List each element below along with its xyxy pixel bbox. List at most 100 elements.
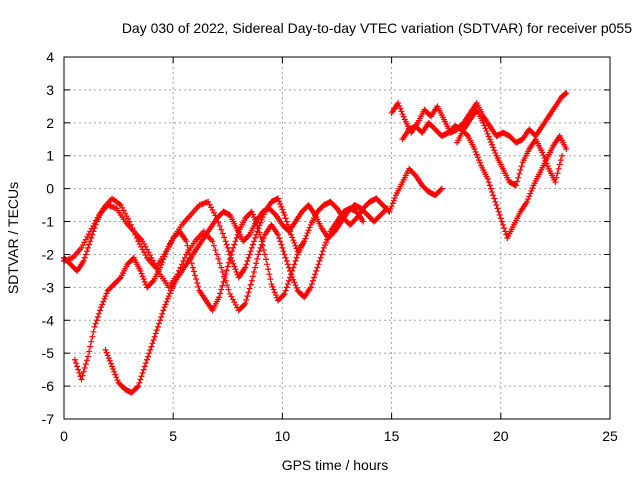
data-point bbox=[106, 357, 113, 364]
data-point bbox=[82, 361, 89, 368]
data-point bbox=[270, 286, 277, 293]
data-point bbox=[527, 190, 534, 197]
data-point bbox=[245, 254, 252, 261]
data-point bbox=[71, 356, 78, 363]
data-point bbox=[539, 149, 546, 156]
x-tick-label: 5 bbox=[169, 428, 177, 444]
data-point bbox=[147, 346, 154, 353]
data-point bbox=[282, 215, 289, 222]
data-point bbox=[222, 271, 229, 278]
data-point bbox=[79, 242, 86, 249]
data-point bbox=[156, 320, 163, 327]
y-tick-label: 2 bbox=[46, 115, 54, 131]
data-point bbox=[137, 267, 144, 274]
data-point bbox=[228, 293, 235, 300]
data-point bbox=[290, 264, 297, 271]
data-point bbox=[287, 274, 294, 281]
data-point bbox=[76, 369, 83, 376]
data-point bbox=[264, 261, 271, 268]
data-point bbox=[249, 211, 256, 218]
data-point bbox=[391, 194, 398, 201]
data-point bbox=[289, 234, 296, 241]
data-point bbox=[244, 258, 251, 265]
series-track-7 bbox=[454, 106, 565, 189]
data-point bbox=[189, 264, 196, 271]
data-point bbox=[138, 270, 145, 277]
data-point bbox=[216, 294, 223, 301]
data-point bbox=[514, 178, 521, 185]
data-point bbox=[255, 225, 262, 232]
data-point bbox=[109, 363, 116, 370]
data-point bbox=[282, 254, 289, 261]
data-point bbox=[492, 149, 499, 156]
data-point bbox=[288, 231, 295, 238]
data-point bbox=[489, 188, 496, 195]
data-point bbox=[277, 200, 284, 207]
data-point bbox=[223, 241, 230, 248]
data-point bbox=[102, 293, 109, 300]
data-point bbox=[282, 287, 289, 294]
data-point bbox=[245, 232, 252, 239]
data-point bbox=[267, 276, 274, 283]
data-point bbox=[87, 238, 94, 245]
data-point bbox=[88, 235, 95, 241]
x-tick-label: 25 bbox=[602, 428, 618, 444]
data-point bbox=[316, 258, 323, 265]
data-point bbox=[301, 238, 308, 245]
x-axis-label: GPS time / hours bbox=[282, 457, 389, 473]
data-point bbox=[528, 187, 535, 194]
data-point bbox=[278, 241, 285, 248]
data-point bbox=[114, 377, 121, 384]
data-point bbox=[74, 363, 81, 370]
data-point bbox=[104, 352, 111, 359]
data-point bbox=[107, 360, 114, 367]
data-point bbox=[83, 357, 90, 364]
data-point bbox=[243, 296, 250, 303]
data-point bbox=[272, 292, 279, 299]
data-point bbox=[499, 221, 506, 228]
data-point bbox=[218, 286, 225, 293]
data-point bbox=[276, 198, 283, 205]
data-point bbox=[181, 254, 188, 261]
data-point bbox=[194, 279, 201, 286]
data-point bbox=[502, 228, 509, 235]
data-point bbox=[487, 185, 494, 192]
data-point bbox=[229, 296, 236, 303]
data-point bbox=[556, 161, 563, 168]
data-point bbox=[142, 360, 149, 367]
data-point bbox=[490, 144, 497, 151]
data-point bbox=[229, 248, 236, 255]
data-point bbox=[256, 248, 263, 255]
data-point bbox=[158, 313, 165, 320]
data-point bbox=[399, 111, 406, 118]
data-point bbox=[515, 174, 522, 181]
data-point bbox=[311, 274, 318, 281]
data-point bbox=[154, 323, 161, 330]
data-point bbox=[99, 301, 106, 308]
data-point bbox=[290, 276, 297, 283]
data-point bbox=[494, 205, 501, 212]
data-point bbox=[123, 213, 130, 220]
data-point bbox=[481, 122, 488, 129]
data-point bbox=[164, 295, 171, 302]
data-point bbox=[268, 281, 275, 288]
data-point bbox=[183, 238, 190, 245]
data-point bbox=[388, 203, 395, 210]
data-point bbox=[146, 252, 153, 259]
data-point bbox=[557, 157, 564, 164]
data-point bbox=[254, 255, 261, 262]
series-track-2 bbox=[61, 202, 367, 314]
data-point bbox=[216, 260, 223, 267]
data-point bbox=[159, 259, 166, 266]
data-point bbox=[190, 268, 197, 275]
data-point bbox=[83, 248, 90, 255]
data-point bbox=[89, 333, 96, 340]
data-point bbox=[290, 237, 297, 244]
data-point bbox=[283, 284, 290, 291]
data-point bbox=[291, 239, 298, 246]
data-point bbox=[230, 260, 237, 267]
grid bbox=[64, 57, 610, 419]
data-point bbox=[473, 151, 480, 158]
data-point bbox=[139, 369, 146, 376]
data-point bbox=[284, 221, 291, 228]
